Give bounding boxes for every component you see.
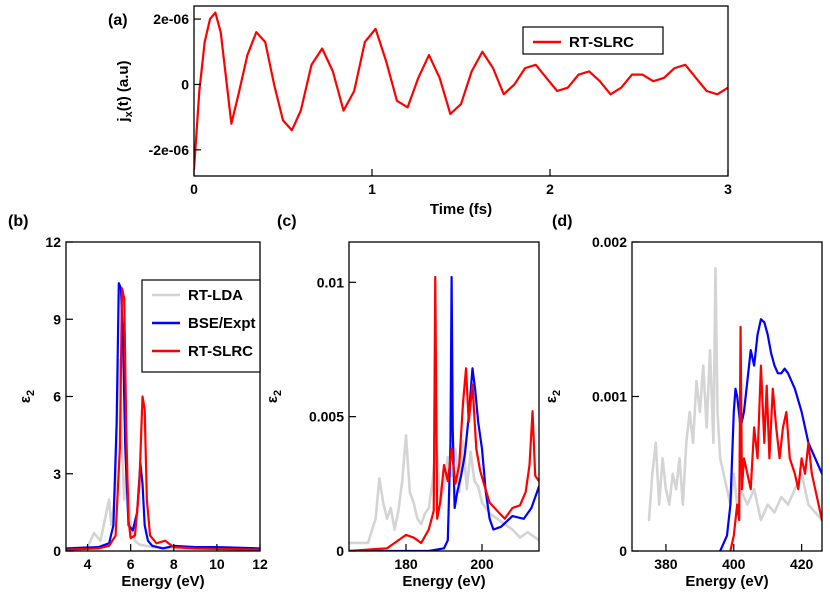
panel-c: 180 200 0 0.005 0.01 (c) Energy (eV) ε2 [264,213,540,590]
panel-c-plot-area [349,275,539,551]
panel-b-legend-label: RT-SLRC [188,343,253,360]
panel-d-series-rt-slrc [729,325,822,551]
panel-b-series-bse-expt [66,282,260,550]
panel-c-xtick-label: 200 [470,556,494,572]
panel-a-ytick-label: -2e-06 [149,142,190,158]
panel-b-xlabel: Energy (eV) [121,573,204,590]
panel-a-xtick-label: 3 [724,181,732,197]
panel-b-series-rt-lda [66,359,260,551]
panel-a-xtick-label: 1 [368,181,376,197]
panel-d-tag: (d) [552,213,572,230]
panel-d-ytick-label: 0.002 [592,234,627,250]
panel-c-tag: (c) [277,213,297,230]
panel-d-xtick-label: 420 [790,556,814,572]
panel-c-xtick-label: 180 [394,556,418,572]
panel-d-ytick-label: 0.001 [592,389,627,405]
panel-c-series-rt-lda [349,434,539,545]
panel-b-xtick-label: 12 [252,556,268,572]
panel-c-series-rt-slrc [349,275,539,551]
panel-a-series-rt-slrc [194,11,728,171]
panel-d-ylabel: ε2 [543,390,563,403]
panel-c-ytick-label: 0.005 [309,409,344,425]
panel-d-series-rt-lda [647,266,822,522]
panel-a-xlabel: Time (fs) [430,201,492,218]
panel-b-ytick-label: 6 [53,389,61,405]
panel-b-legend-label: RT-LDA [188,287,243,304]
panel-d: 380 400 420 0 0.001 0.002 (d) Energy (eV) ε2 [543,213,823,590]
panel-b-legend-label: BSE/Expt [188,315,256,332]
panel-b-ylabel: ε2 [17,390,37,403]
panel-b-xtick-label: 8 [170,556,178,572]
panel-c-ylabel: ε2 [264,390,284,403]
panel-d-ytick-label: 0 [619,543,627,559]
panel-b-xtick-label: 10 [209,556,225,572]
panel-b-ytick-label: 0 [53,543,61,559]
panel-a-legend [522,26,664,55]
panel-a-ytick-label: 2e-06 [153,11,189,27]
panel-b-tag: (b) [8,213,28,230]
panel-a-legend-label: RT-SLRC [569,34,634,51]
panel-d-xtick-label: 400 [722,556,746,572]
panel-d-frame [631,241,823,552]
panel-a-ytick-label: 0 [181,76,189,92]
panel-a-ylabel: jx(t) (a.u) [115,60,135,122]
panel-a-xtick-label: 2 [546,181,554,197]
panel-d-plot-area [647,266,822,551]
panel-b-series-rt-slrc [66,287,260,551]
panel-d-xtick-label: 380 [654,556,678,572]
panel-d-series-bse-expt [719,318,822,551]
panel-b-ytick-label: 9 [53,311,61,327]
panel-b-ytick-label: 3 [53,466,61,482]
panel-c-ytick-label: 0 [336,543,344,559]
panel-b: 4 6 8 10 12 0 3 6 9 12 (b) Energy (eV) ε2 RT-LDA BSE/E… [8,213,268,590]
panel-a: 0 1 2 3 -2e-06 0 2e-06 (a) Time (fs) jx(t) (a.u) R… [108,5,732,218]
panel-b-plot-area [66,282,260,551]
panel-a-tag: (a) [108,12,128,29]
panel-b-xtick-label: 4 [84,556,92,572]
panel-b-xtick-label: 6 [127,556,135,572]
panel-a-plot-area [194,11,728,171]
panel-c-frame [348,241,540,552]
panel-c-xlabel: Energy (eV) [402,573,485,590]
panel-b-ytick-label: 12 [45,234,61,250]
panel-d-xlabel: Energy (eV) [685,573,768,590]
panel-a-xtick-label: 0 [190,181,198,197]
panel-a-frame [193,5,729,177]
panel-c-ytick-label: 0.01 [317,274,344,290]
